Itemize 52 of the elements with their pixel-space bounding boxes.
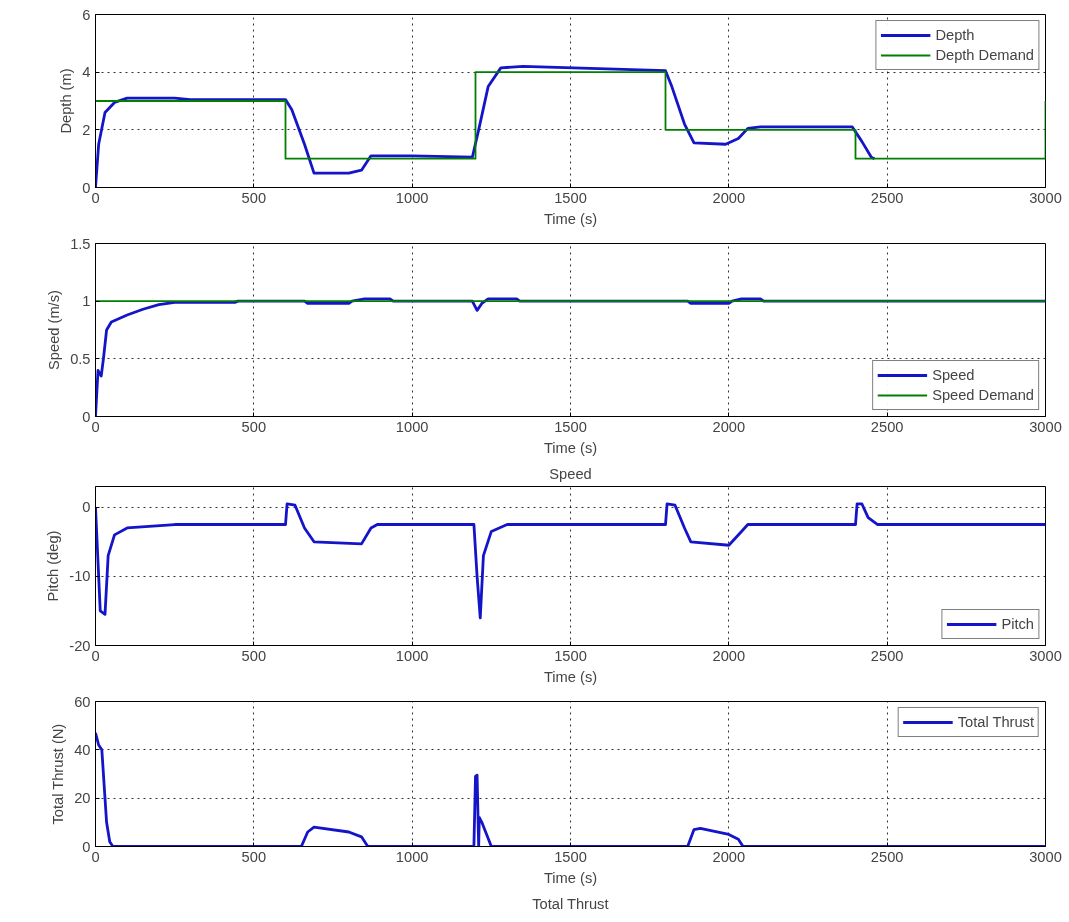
legend-label: Speed Demand xyxy=(932,387,1034,403)
x-tick-label: 2000 xyxy=(712,647,746,664)
y-axis-title: Speed (m/s) xyxy=(46,290,63,370)
x-axis-title: Time (s) xyxy=(543,439,598,456)
y-tick-label: -20 xyxy=(69,637,91,654)
y-tick-label: 20 xyxy=(74,790,91,807)
legend-label: Depth Demand xyxy=(935,47,1034,63)
y-tick-label: 0 xyxy=(82,499,91,516)
y-axis-title: Depth (m) xyxy=(58,68,75,134)
x-tick-label: 1500 xyxy=(554,647,587,664)
y-tick-label: 1 xyxy=(82,293,91,310)
y-tick-label: 40 xyxy=(74,741,91,758)
x-tick-label: 2000 xyxy=(712,848,746,865)
x-tick-label: 1500 xyxy=(554,418,587,435)
x-tick-label: 2500 xyxy=(870,189,904,206)
x-tick-label: 3000 xyxy=(1029,848,1062,865)
x-tick-label: 3000 xyxy=(1029,418,1062,435)
x-tick-label: 1000 xyxy=(395,189,429,206)
x-tick-label: 500 xyxy=(241,647,267,664)
x-tick-label: 2000 xyxy=(712,189,746,206)
x-tick-label: 1000 xyxy=(395,647,429,664)
x-tick-label: 1000 xyxy=(395,418,429,435)
x-tick-label: 1000 xyxy=(395,848,429,865)
y-axis-title: Pitch (deg) xyxy=(45,530,62,602)
x-tick-label: 500 xyxy=(241,189,267,206)
y-tick-label: 6 xyxy=(82,6,91,23)
x-tick-label: 2000 xyxy=(712,418,746,435)
x-tick-label: 3000 xyxy=(1029,189,1062,206)
y-tick-label: 1.5 xyxy=(70,235,91,252)
x-tick-label: 500 xyxy=(241,848,267,865)
x-tick-label: 2500 xyxy=(870,418,904,435)
x-tick-label: 1500 xyxy=(554,189,587,206)
x-axis-title: Time (s) xyxy=(543,210,598,227)
chart-title: Speed xyxy=(549,465,592,482)
x-tick-label: 500 xyxy=(241,418,267,435)
y-tick-label: 2 xyxy=(82,121,91,138)
x-tick-label: 2500 xyxy=(870,647,904,664)
legend-label: Speed xyxy=(932,367,975,383)
y-tick-label: 60 xyxy=(74,693,91,710)
y-axis-title: Total Thrust (N) xyxy=(50,723,67,825)
x-axis-title: Time (s) xyxy=(543,869,598,886)
x-tick-label: 3000 xyxy=(1029,647,1062,664)
legend-label: Depth xyxy=(935,27,975,43)
x-axis-title: Time (s) xyxy=(543,668,598,685)
legend-label: Total Thrust xyxy=(957,714,1034,730)
legend-label: Pitch xyxy=(1001,616,1034,632)
y-tick-label: 4 xyxy=(82,64,91,81)
y-tick-label: -10 xyxy=(69,568,91,585)
x-tick-label: 2500 xyxy=(870,848,904,865)
x-tick-label: 1500 xyxy=(554,848,587,865)
y-tick-label: 0.5 xyxy=(70,350,91,367)
text: Total Thrust xyxy=(532,895,609,912)
